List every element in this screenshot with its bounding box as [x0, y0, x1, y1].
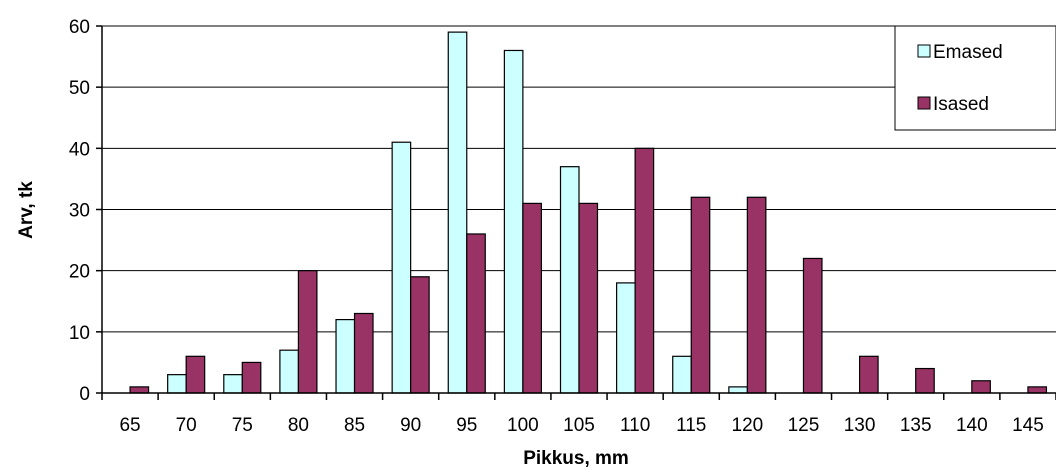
y-tick-label: 60 — [69, 17, 90, 38]
bar-isased-140 — [971, 380, 991, 394]
bar-isased-95 — [466, 233, 486, 394]
x-tick-label: 70 — [176, 415, 197, 436]
x-tick-label: 125 — [788, 415, 820, 436]
bar-emased-70 — [167, 374, 187, 394]
legend-label-isased: Isased — [933, 94, 989, 115]
x-tick-label: 145 — [1012, 415, 1044, 436]
bar-emased-90 — [391, 141, 412, 394]
bar-emased-75 — [223, 374, 243, 394]
bar-isased-115 — [690, 196, 711, 394]
legend-swatch-isased — [917, 96, 931, 110]
x-tick-label: 65 — [119, 415, 140, 436]
bar-isased-90 — [410, 276, 430, 394]
legend: Emased Isased — [894, 25, 1056, 131]
bar-isased-100 — [522, 202, 542, 394]
bar-emased-120 — [728, 386, 748, 394]
bar-emased-105 — [559, 166, 580, 394]
y-tick-label: 50 — [69, 78, 90, 99]
bar-isased-85 — [353, 312, 374, 394]
x-tick-label: 130 — [844, 415, 876, 436]
x-tick-label: 85 — [344, 415, 365, 436]
y-tick-label: 40 — [69, 139, 90, 160]
x-axis-title: Pikkus, mm — [523, 448, 629, 469]
x-tick-label: 75 — [232, 415, 253, 436]
bar-emased-110 — [616, 282, 636, 394]
y-tick-label: 0 — [79, 384, 90, 405]
bars — [129, 31, 1048, 394]
y-tick-label: 30 — [69, 201, 90, 222]
y-tick-label: 10 — [69, 323, 90, 344]
bar-emased-95 — [447, 31, 468, 394]
y-axis-title: Arv, tk — [16, 181, 37, 239]
bar-emased-115 — [672, 355, 692, 394]
bar-emased-100 — [503, 49, 524, 394]
bar-isased-130 — [858, 355, 879, 394]
bar-isased-145 — [1027, 386, 1048, 394]
bar-isased-105 — [578, 202, 599, 394]
x-tick-label: 140 — [956, 415, 988, 436]
x-tick-label: 105 — [563, 415, 595, 436]
bar-isased-75 — [241, 361, 262, 394]
y-tick-labels: 0 10 20 30 40 50 60 — [69, 17, 102, 405]
bar-isased-110 — [634, 147, 655, 394]
x-tick-label: 90 — [400, 415, 421, 436]
x-tick-label: 115 — [676, 415, 706, 436]
y-tick-label: 20 — [69, 262, 90, 283]
bar-isased-120 — [746, 196, 767, 394]
bar-emased-85 — [335, 319, 356, 394]
x-tick-label: 95 — [456, 415, 477, 436]
legend-label-emased: Emased — [933, 42, 1003, 63]
x-tick-labels: 65 70 75 80 85 90 95 100 105 110 115 120 125 130 135 14… — [101, 393, 1056, 436]
bar-isased-135 — [915, 367, 935, 394]
x-tick-label: 110 — [620, 415, 650, 436]
bar-isased-125 — [802, 257, 823, 394]
bar-emased-80 — [279, 349, 300, 394]
x-tick-label: 120 — [732, 415, 764, 436]
bar-isased-65 — [129, 386, 150, 394]
legend-swatch-emased — [917, 44, 931, 58]
bar-isased-80 — [297, 270, 318, 394]
legend-box — [894, 25, 1056, 131]
x-tick-label: 135 — [900, 415, 932, 436]
bar-isased-70 — [185, 355, 206, 394]
x-tick-label: 100 — [507, 415, 539, 436]
x-tick-label: 80 — [288, 415, 309, 436]
